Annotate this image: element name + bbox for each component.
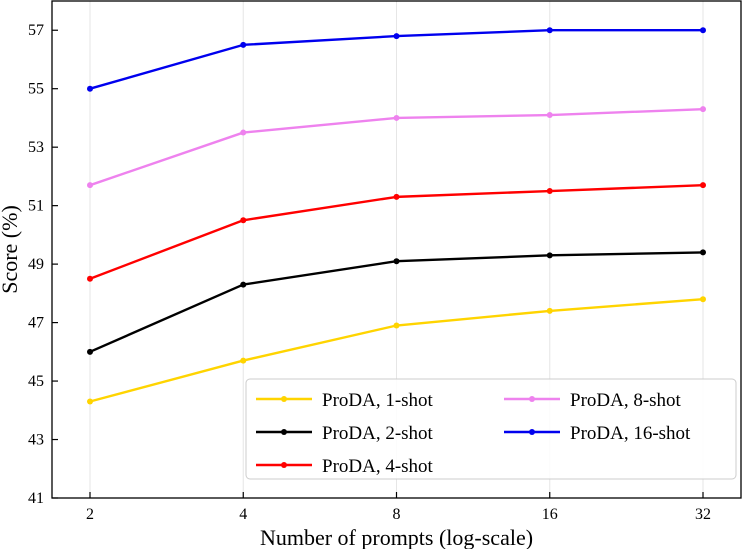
x-tick-label: 8 [393, 506, 401, 523]
y-tick-label: 53 [28, 139, 44, 156]
data-point [546, 27, 553, 34]
data-point [240, 281, 247, 288]
data-point [393, 322, 400, 329]
data-point [240, 217, 247, 224]
y-tick-label: 47 [28, 315, 44, 332]
data-point [700, 249, 706, 256]
data-point [700, 106, 706, 113]
data-point [87, 398, 93, 405]
x-tick-label: 4 [239, 506, 247, 523]
data-point [87, 182, 93, 189]
legend: ProDA, 1-shot ProDA, 2-shot ProDA, 4-shot P… [245, 378, 737, 480]
legend-marker [529, 396, 535, 402]
data-point [87, 348, 93, 355]
data-point [87, 85, 93, 92]
axis-ticks: 2 4 8 16 32 41 43 45 47 49 51 53 55 57 [28, 22, 711, 523]
y-tick-label: 57 [28, 22, 44, 39]
data-point [240, 129, 247, 136]
data-point [393, 114, 400, 121]
data-point [393, 193, 400, 200]
legend-item: ProDA, 1-shot [256, 390, 434, 411]
legend-label: ProDA, 2-shot [322, 423, 434, 444]
data-point [87, 275, 93, 282]
y-axis-label: Score (%) [0, 205, 22, 294]
legend-label: ProDA, 8-shot [570, 390, 682, 411]
x-tick-label: 32 [695, 506, 711, 523]
x-axis-label: Number of prompts (log-scale) [260, 525, 533, 549]
data-point [393, 33, 400, 40]
x-tick-label: 2 [86, 506, 94, 523]
data-point [700, 182, 706, 189]
y-tick-label: 49 [28, 256, 44, 273]
legend-marker [281, 429, 287, 435]
legend-label: ProDA, 1-shot [322, 390, 434, 411]
legend-marker [281, 462, 287, 468]
legend-item: ProDA, 4-shot [256, 456, 434, 477]
data-point [240, 41, 247, 48]
legend-item: ProDA, 2-shot [256, 423, 434, 444]
legend-item: ProDA, 8-shot [504, 390, 682, 411]
data-point [240, 357, 247, 364]
legend-marker [281, 396, 287, 402]
legend-label: ProDA, 16-shot [570, 423, 691, 444]
legend-box [245, 378, 737, 480]
data-point [546, 112, 553, 119]
legend-item: ProDA, 16-shot [504, 423, 691, 444]
legend-marker [529, 429, 535, 435]
legend-label: ProDA, 4-shot [322, 456, 434, 477]
series-2 [87, 249, 706, 355]
y-tick-label: 51 [28, 198, 44, 215]
series-layer [87, 27, 706, 405]
y-tick-label: 41 [28, 490, 44, 507]
data-point [700, 27, 706, 34]
series-4 [87, 106, 706, 189]
data-point [546, 188, 553, 195]
data-point [393, 258, 400, 265]
data-point [546, 252, 553, 259]
series-5 [87, 27, 706, 92]
data-point [700, 296, 706, 303]
data-point [546, 307, 553, 314]
x-tick-label: 16 [542, 506, 558, 523]
y-tick-label: 43 [28, 432, 44, 449]
series-3 [87, 182, 706, 282]
series-1 [87, 296, 706, 405]
y-tick-label: 45 [28, 373, 44, 390]
y-tick-label: 55 [28, 81, 44, 98]
